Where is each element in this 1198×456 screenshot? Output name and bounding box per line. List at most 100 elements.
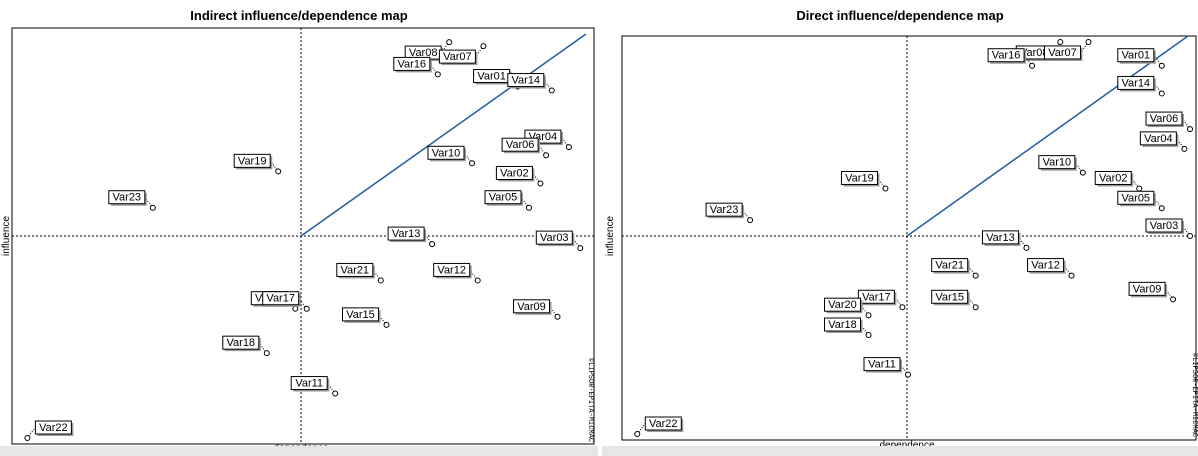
label-box	[513, 299, 550, 314]
data-point-var06: Var06	[1145, 111, 1193, 133]
copyright-text: ©LIPSOR-EPITA-MICMAC	[1190, 353, 1198, 437]
point-marker	[554, 313, 561, 320]
point-marker	[377, 277, 384, 284]
point-marker	[1181, 145, 1188, 152]
point-marker	[303, 305, 310, 312]
label-box	[336, 262, 374, 277]
point-label: Var08	[409, 47, 438, 59]
points-layer: Var08 Var07 Var16 Var01 Var14 Var06 Var04 Var10…	[634, 38, 1193, 437]
data-point-var18: Var18	[222, 335, 270, 357]
point-marker	[882, 185, 889, 192]
point-label: Var23	[113, 192, 142, 204]
bottom-strip	[0, 446, 598, 456]
label-box	[987, 48, 1025, 63]
point-marker	[1079, 169, 1086, 176]
point-marker	[474, 277, 481, 284]
point-label: Var01	[477, 71, 506, 83]
point-label: Var14	[512, 75, 541, 87]
point-label: Var22	[649, 418, 678, 430]
point-label: Var12	[1031, 260, 1060, 272]
label-box	[931, 258, 969, 273]
label-box	[507, 73, 545, 88]
label-box	[108, 190, 146, 205]
point-marker	[1187, 233, 1193, 239]
point-label: Var22	[39, 422, 68, 434]
point-marker	[24, 435, 31, 441]
label-box	[863, 357, 901, 372]
data-point-var16: Var16	[393, 56, 441, 78]
point-label: Var03	[540, 232, 569, 244]
data-point-var23: Var23	[705, 202, 754, 224]
point-label: Var09	[517, 301, 546, 313]
label-box	[262, 291, 300, 306]
point-marker	[1057, 38, 1064, 45]
point-label: Var16	[992, 50, 1021, 62]
point-marker	[565, 144, 572, 151]
label-box	[981, 230, 1019, 245]
label-box	[342, 307, 379, 322]
data-point-var18: Var18	[824, 317, 872, 338]
point-marker	[429, 241, 436, 248]
data-point-var02: Var02	[495, 165, 544, 187]
point-marker	[480, 43, 487, 50]
point-label: Var03	[1150, 220, 1179, 232]
point-label: Var02	[1099, 172, 1128, 184]
point-marker	[865, 332, 872, 338]
point-marker	[1136, 185, 1143, 192]
point-label: Var19	[845, 172, 874, 184]
point-label: Var21	[935, 260, 964, 272]
point-label: Var07	[443, 51, 472, 63]
data-point-var22: Var22	[634, 416, 684, 437]
point-marker	[526, 204, 532, 211]
point-label: Var04	[1144, 133, 1173, 145]
point-label: Var18	[227, 337, 256, 349]
point-marker	[634, 431, 641, 437]
label-box	[1094, 170, 1132, 185]
point-label: Var12	[437, 264, 466, 276]
data-point-var03: Var03	[1145, 218, 1193, 239]
data-point-var09: Var09	[513, 299, 561, 320]
point-marker	[972, 304, 979, 311]
data-point-var12: Var12	[1027, 258, 1075, 279]
data-point-var11: Var11	[290, 376, 339, 397]
point-marker	[292, 305, 299, 312]
data-point-var14: Var14	[507, 73, 555, 94]
direct-map-title: Direct influence/dependence map	[796, 8, 1004, 23]
point-marker	[899, 304, 906, 311]
data-point-var19: Var19	[233, 153, 282, 175]
label-box	[427, 145, 465, 160]
data-point-var20: Var20	[824, 297, 872, 319]
data-point-var14: Var14	[1117, 75, 1165, 97]
point-marker	[543, 152, 550, 159]
data-point-var10: Var10	[427, 145, 475, 167]
indirect-map-title: Indirect influence/dependence map	[190, 8, 408, 23]
data-point-var04: Var04	[524, 129, 572, 151]
data-point-var11: Var11	[863, 357, 911, 378]
data-point-var02: Var02	[1094, 170, 1143, 192]
point-marker	[469, 160, 475, 167]
point-label: Var06	[1150, 113, 1179, 125]
point-label: Var19	[238, 155, 267, 167]
label-box	[840, 170, 878, 185]
x-axis-label: dependence	[879, 440, 934, 451]
point-marker	[548, 87, 555, 94]
data-point-var15: Var15	[931, 289, 979, 311]
point-marker	[905, 371, 911, 378]
point-label: Var02	[500, 167, 529, 179]
data-point-var15: Var15	[342, 307, 390, 328]
bottom-strip	[602, 446, 1198, 456]
point-label: Var06	[506, 139, 535, 151]
point-marker	[263, 350, 270, 357]
plot-frame	[621, 35, 1197, 441]
point-label: Var09	[1133, 283, 1162, 295]
label-box	[1145, 218, 1183, 233]
data-point-var07: Var07	[1043, 38, 1092, 61]
copyright-text: ©LIPSOR-EPITA-MICMAC	[586, 358, 595, 442]
data-point-var03: Var03	[535, 230, 584, 252]
label-box	[222, 335, 260, 350]
data-point-var01: Var01	[473, 69, 521, 90]
point-marker	[747, 217, 754, 224]
point-label: Var11	[868, 359, 896, 371]
label-box	[1038, 155, 1076, 170]
